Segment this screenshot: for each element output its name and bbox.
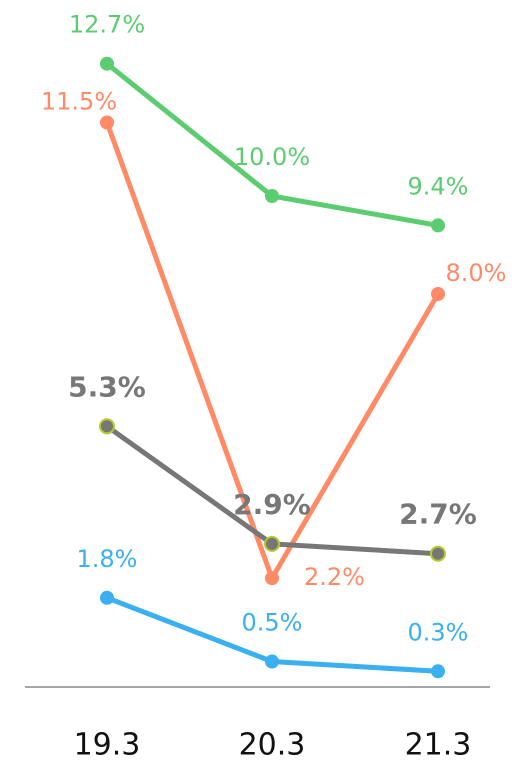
point <box>100 590 114 605</box>
point <box>431 664 445 679</box>
data-label: 9.4% <box>408 172 469 200</box>
data-label: 2.2% <box>304 563 365 591</box>
data-label: 2.9% <box>233 488 311 521</box>
data-label: 10.0% <box>234 143 310 171</box>
x-tick-label: 19.3 <box>74 728 141 763</box>
x-tick-label: 20.3 <box>239 728 306 763</box>
point <box>99 418 115 435</box>
point <box>100 115 114 130</box>
data-label: 12.7% <box>69 11 145 39</box>
point <box>431 287 445 301</box>
point <box>264 535 280 552</box>
data-label: 0.5% <box>242 609 303 637</box>
point <box>265 189 279 203</box>
data-label: 0.3% <box>408 618 469 646</box>
point <box>430 545 446 562</box>
data-label: 1.8% <box>77 545 138 573</box>
data-label: 11.5% <box>41 88 117 116</box>
data-label: 8.0% <box>446 259 507 287</box>
data-label: 5.3% <box>68 370 146 403</box>
point <box>265 571 279 586</box>
data-label: 2.7% <box>399 498 477 531</box>
x-tick-label: 21.3 <box>405 728 472 763</box>
point <box>265 654 279 669</box>
point <box>431 218 445 233</box>
point <box>100 56 114 71</box>
